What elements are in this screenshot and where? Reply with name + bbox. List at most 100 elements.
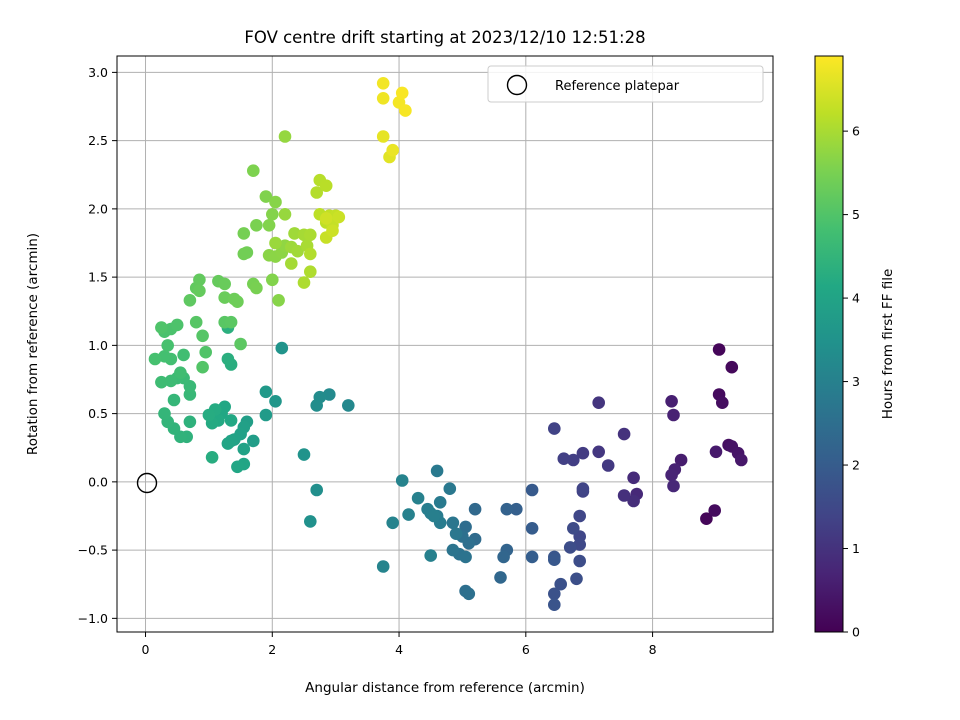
reference-platepar-marker (136, 472, 158, 494)
scatter-point (700, 512, 713, 525)
scatter-point (161, 339, 174, 352)
scatter-point (326, 224, 339, 237)
scatter-point (174, 366, 187, 380)
scatter-point (291, 244, 304, 258)
scatter-point (310, 399, 324, 412)
scatter-point (627, 494, 640, 508)
scatter-point (297, 448, 311, 461)
plot-frame (116, 55, 774, 633)
legend: Reference platepar (487, 65, 764, 103)
scatter-point (259, 385, 273, 399)
scatter-point (386, 516, 400, 530)
y-axis-label: Rotation from reference (arcmin) (25, 233, 41, 455)
scatter-point (285, 257, 298, 270)
colorbar-ticks: 0 1 2 3 4 5 6 (843, 124, 860, 640)
scatter-point (310, 483, 324, 497)
scatter-point (386, 143, 400, 157)
scatter-point (510, 502, 523, 516)
scatter-point (627, 471, 640, 485)
scatter-point (332, 210, 346, 224)
scatter-point (592, 396, 605, 410)
scatter-point (224, 414, 238, 427)
grid (117, 56, 773, 632)
scatter-point (376, 560, 390, 573)
scatter-point (576, 482, 590, 496)
scatter-point (525, 483, 539, 497)
y-tick-label: −0.5 (78, 543, 108, 558)
scatter-point (275, 341, 289, 355)
scatter-point (570, 572, 583, 586)
scatter-point (411, 491, 425, 505)
data-points (148, 77, 748, 611)
scatter-point (158, 350, 171, 363)
scatter-point (443, 482, 457, 496)
scatter-point (494, 571, 507, 584)
scatter-point (399, 104, 412, 117)
colorbar-tick-label: 6 (852, 124, 860, 139)
scatter-point (164, 374, 178, 388)
scatter-point (500, 502, 514, 516)
scatter-point (221, 352, 235, 366)
scatter-point (525, 550, 539, 564)
scatter-point (567, 522, 580, 535)
colorbar-tick-label: 4 (852, 291, 860, 306)
scatter-point (323, 388, 336, 401)
scatter-point (193, 273, 206, 287)
scatter-point (319, 212, 333, 225)
colorbar-tick-label: 0 (852, 625, 860, 640)
scatter-point (557, 452, 571, 466)
scatter-point (247, 164, 260, 177)
scatter-point (231, 460, 244, 474)
scatter-point (592, 445, 605, 459)
scatter-point (342, 399, 355, 412)
scatter-point (462, 587, 476, 601)
scatter-point (554, 577, 567, 591)
y-tick-label: 0.5 (88, 406, 108, 421)
scatter-point (567, 453, 580, 467)
colorbar-label: Hours from first FF file (880, 269, 896, 420)
scatter-point (262, 219, 276, 232)
scatter-point (218, 291, 231, 304)
scatter-point (468, 502, 482, 516)
scatter-point (297, 276, 311, 289)
scatter-point (167, 393, 181, 407)
scatter-point (548, 422, 561, 435)
scatter-point (525, 522, 539, 535)
y-tick-label: 1.5 (88, 270, 108, 285)
scatter-point (674, 453, 688, 467)
scatter-point (183, 294, 197, 307)
scatter-point (304, 265, 317, 279)
scatter-point (155, 321, 168, 334)
scatter-point (424, 549, 438, 562)
legend-box (487, 65, 764, 103)
scatter-point (193, 284, 206, 298)
scatter-point (304, 247, 317, 261)
scatter-point (563, 541, 577, 554)
scatter-point (395, 474, 409, 487)
scatter-point (376, 77, 390, 90)
scatter-point (667, 408, 680, 422)
y-axis-ticks: −1.0 −0.5 0.0 0.5 1.0 1.5 2.0 2.5 3.0 (78, 65, 117, 626)
y-tick-label: 0.0 (88, 474, 108, 489)
scatter-point (725, 360, 739, 374)
chart-title: FOV centre drift starting at 2023/12/10 … (244, 28, 645, 47)
scatter-point (601, 459, 615, 472)
scatter-point (573, 554, 586, 568)
scatter-point (446, 516, 460, 530)
scatter-point (573, 509, 586, 523)
scatter-point (376, 92, 390, 105)
scatter-point (269, 395, 282, 408)
scatter-point (427, 509, 441, 523)
scatter-point (221, 437, 235, 450)
scatter-point (250, 219, 263, 232)
scatter-point (196, 329, 209, 343)
x-tick-label: 8 (649, 642, 657, 657)
scatter-point (395, 86, 409, 100)
scatter-point (433, 496, 447, 509)
scatter-point (237, 227, 251, 240)
scatter-point (247, 434, 260, 448)
scatter-point (402, 508, 415, 521)
scatter-point (617, 427, 631, 441)
scatter-point (170, 318, 184, 332)
scatter-point (548, 587, 561, 601)
